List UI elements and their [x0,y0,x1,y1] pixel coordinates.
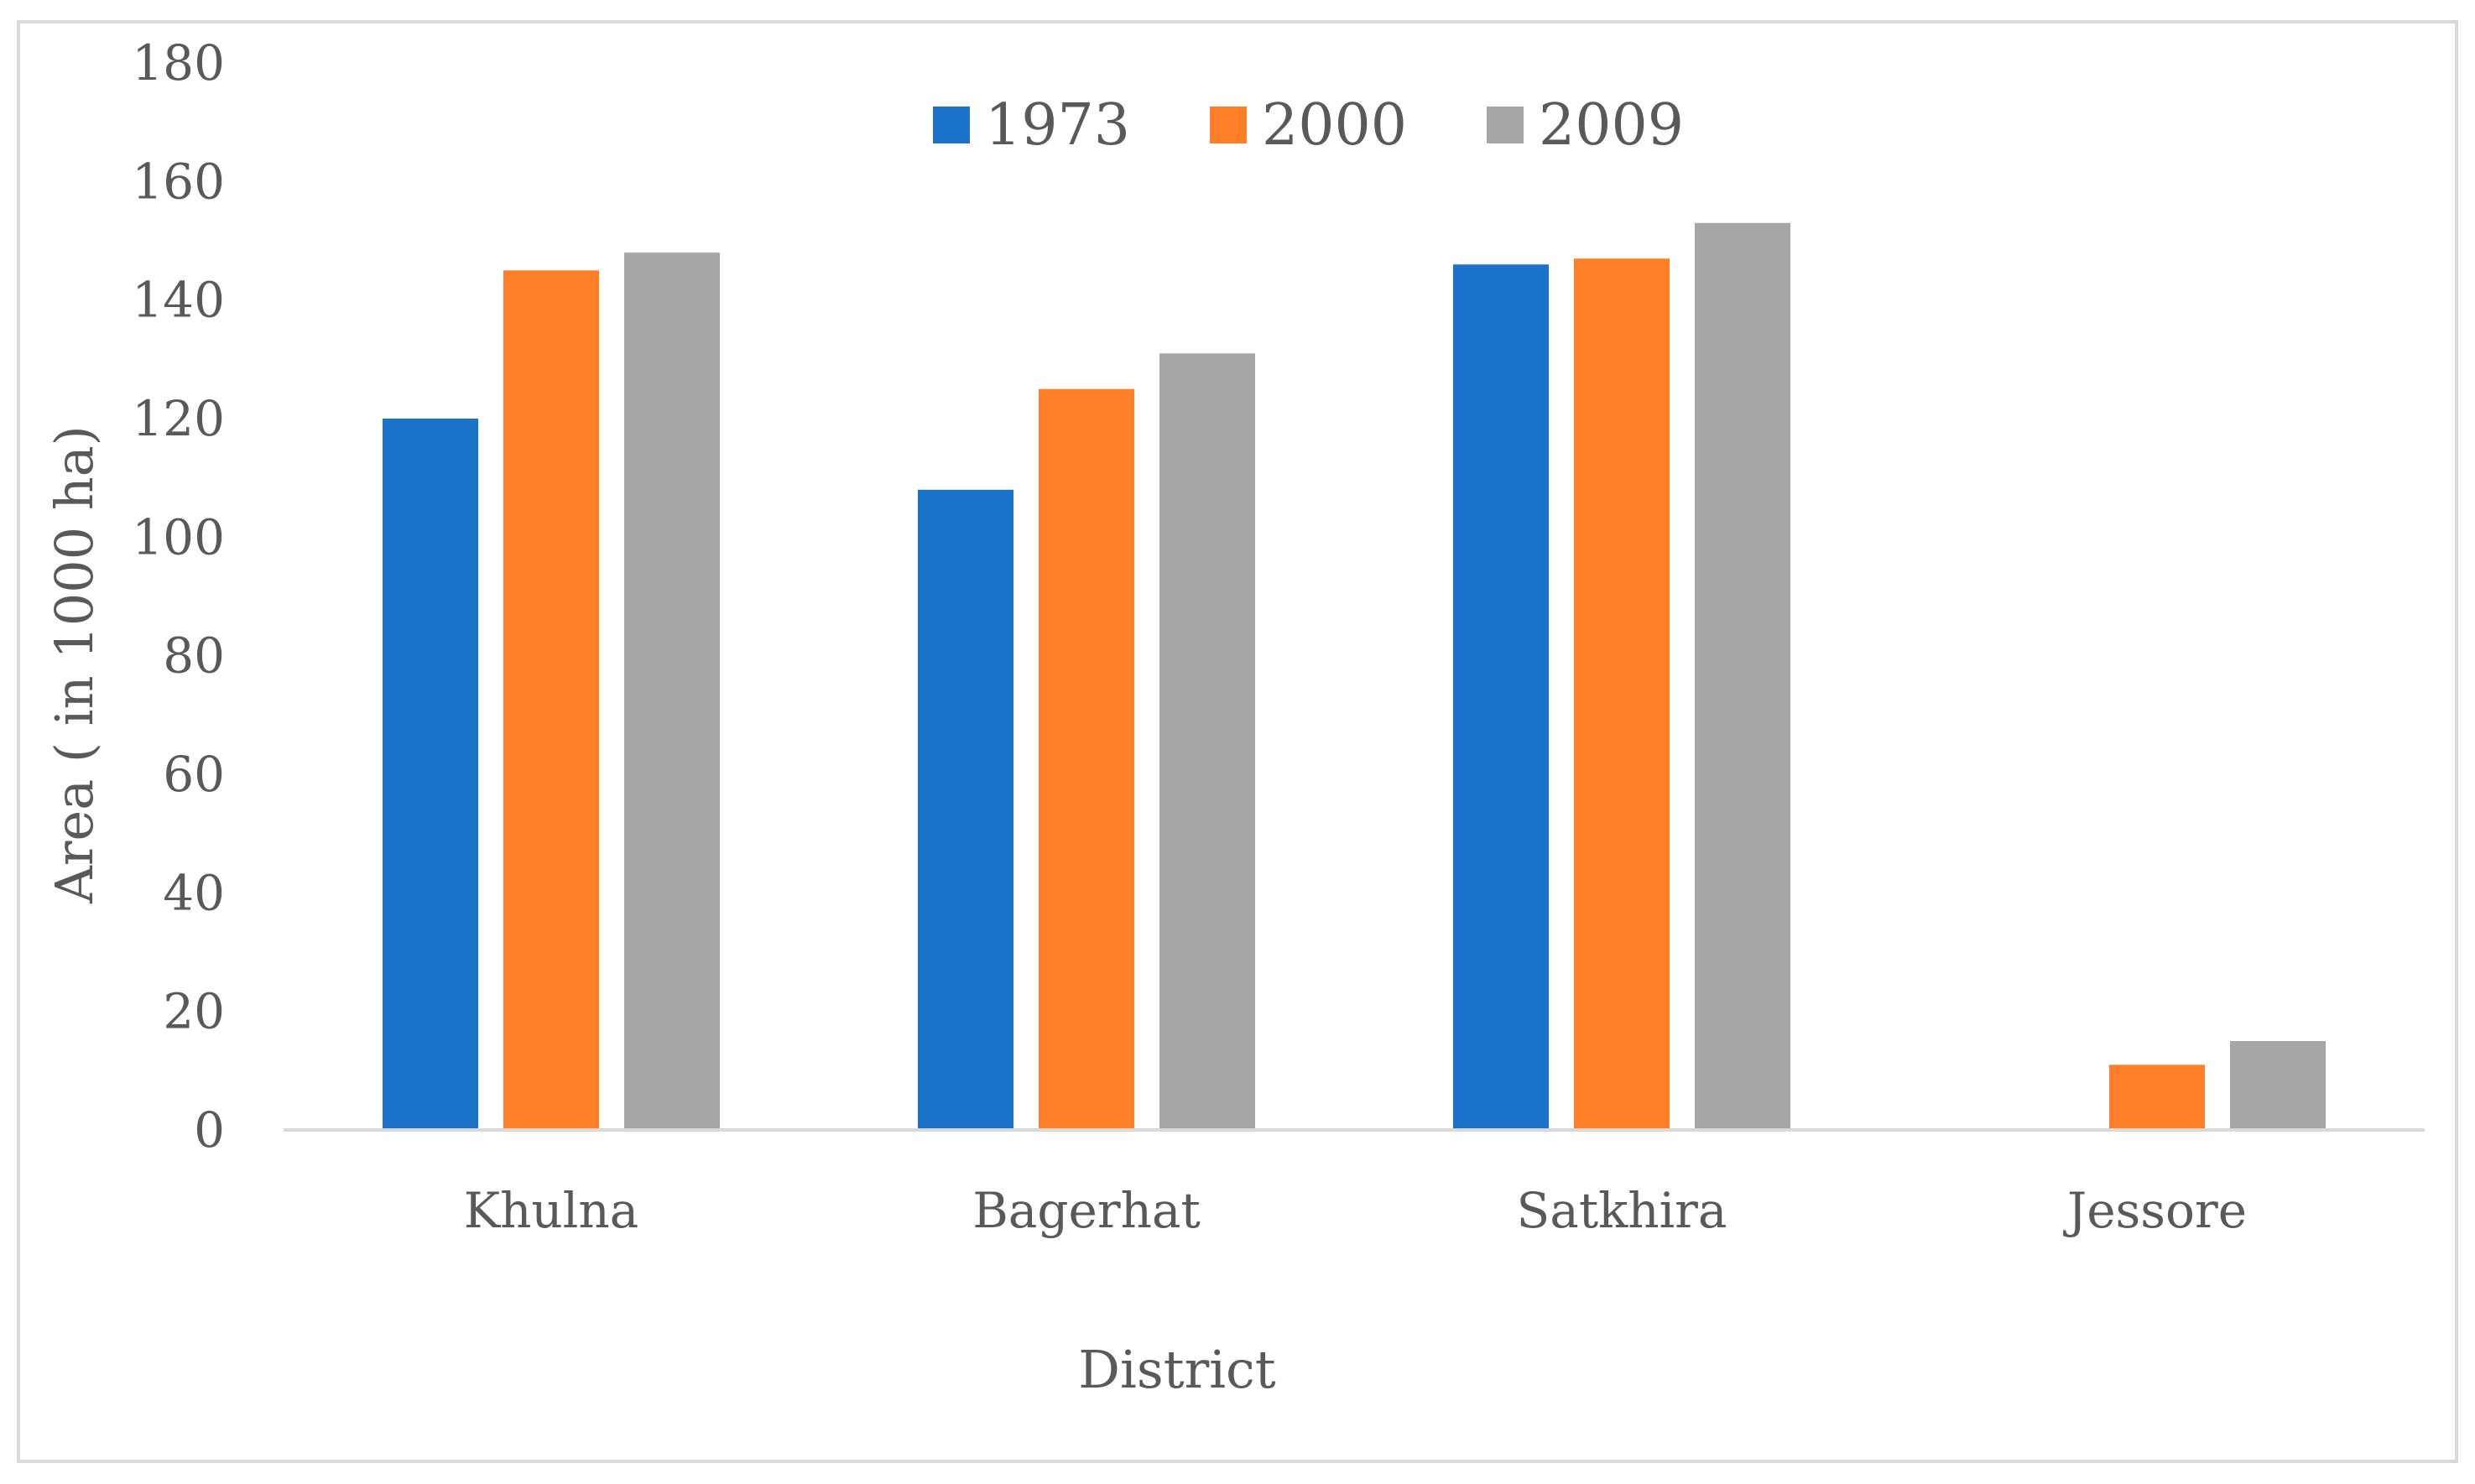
y-tick-label: 0 [194,1101,225,1159]
legend-swatch-2009 [1487,107,1524,143]
bar-satkhira-2009 [1695,222,1790,1130]
x-tick-label-bagerhat: Bagerhat [972,1182,1201,1239]
legend-label-1973: 1973 [985,92,1130,159]
y-axis-ticks: 0 20 40 60 80 100 120 140 160 180 [132,34,225,1159]
x-axis-title: District [1078,1339,1275,1400]
y-tick-label: 160 [132,153,225,210]
y-tick-label: 40 [163,864,225,921]
y-tick-label: 20 [163,983,225,1040]
x-tick-label-khulna: Khulna [464,1182,639,1239]
legend-label-2009: 2009 [1539,92,1684,159]
bar-khulna-1973 [383,419,478,1130]
bar-khulna-2009 [624,253,720,1131]
x-tick-label-satkhira: Satkhira [1517,1182,1727,1239]
bar-satkhira-1973 [1453,264,1549,1131]
y-axis-title: Area ( in 1000 ha) [44,425,105,904]
y-tick-label: 180 [132,34,225,91]
bar-khulna-2000 [503,270,599,1130]
x-tick-label-jessore: Jessore [2063,1182,2247,1239]
y-tick-label: 140 [132,272,225,329]
y-tick-label: 100 [132,508,225,565]
bar-bagerhat-2000 [1039,388,1134,1131]
legend: 1973 2000 2009 [933,92,1684,159]
bar-jessore-2000 [2109,1065,2205,1130]
bar-bagerhat-2009 [1159,353,1255,1130]
bar-jessore-2009 [2230,1041,2326,1130]
bar-satkhira-2000 [1574,258,1670,1131]
legend-swatch-2000 [1210,107,1247,143]
y-tick-label: 60 [163,746,225,803]
bar-bagerhat-1973 [918,489,1013,1130]
x-axis-categories: Khulna Bagerhat Satkhira Jessore [464,1182,2247,1239]
legend-label-2000: 2000 [1262,92,1407,159]
bars [383,222,2326,1131]
y-tick-label: 120 [132,390,225,447]
y-tick-label: 80 [163,627,225,685]
legend-swatch-1973 [933,107,970,143]
